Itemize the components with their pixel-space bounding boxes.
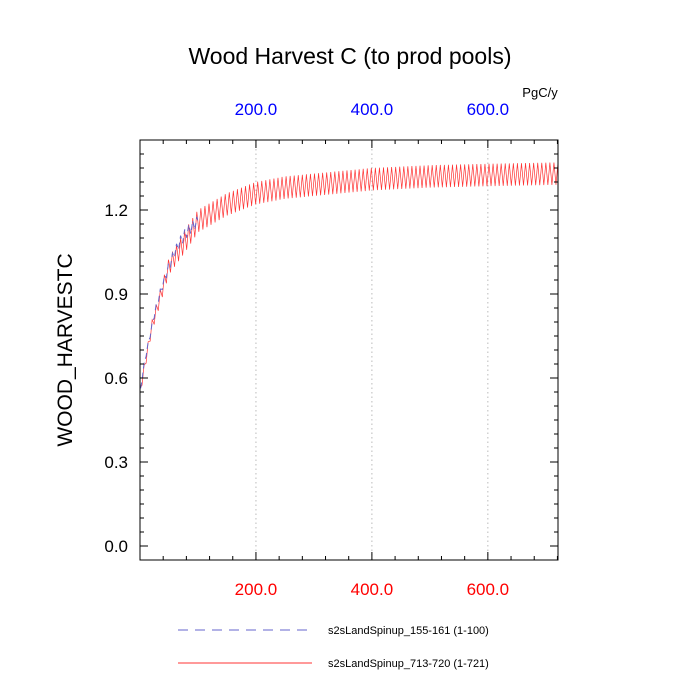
y-tick-label: 0.6: [104, 369, 128, 388]
x-tick-label-top: 200.0: [235, 100, 278, 119]
x-grid-lines: [255, 140, 489, 560]
x-tick-label-bottom: 200.0: [235, 580, 278, 599]
y-tick-label: 0.3: [104, 453, 128, 472]
units-label: PgC/y: [522, 85, 558, 100]
series-line-1: [140, 216, 199, 389]
y-tick-label: 0.0: [104, 537, 128, 556]
legend: s2sLandSpinup_155-161 (1-100) s2sLandSpin…: [178, 625, 489, 670]
x-tick-label-bottom: 600.0: [467, 580, 510, 599]
plot-frame: [139, 139, 559, 561]
x-tick-label-bottom: 400.0: [351, 580, 394, 599]
legend-label-1: s2sLandSpinup_155-161 (1-100): [328, 625, 489, 637]
y-axis-label: WOOD_HARVESTC: [54, 253, 77, 446]
tick-labels: 0.0 0.3 0.6 0.9 1.2 200.0 400.0 600.0 200.0 400.0…: [104, 100, 509, 599]
series-line-2: [140, 162, 559, 388]
x-tick-label-top: 600.0: [467, 100, 510, 119]
chart-title: Wood Harvest C (to prod pools): [189, 43, 512, 69]
plot-axes: [139, 139, 559, 561]
x-tick-label-top: 400.0: [351, 100, 394, 119]
series-layer: [140, 162, 559, 389]
y-tick-label: 1.2: [104, 201, 128, 220]
y-tick-label: 0.9: [104, 285, 128, 304]
legend-label-2: s2sLandSpinup_713-720 (1-721): [328, 658, 489, 670]
